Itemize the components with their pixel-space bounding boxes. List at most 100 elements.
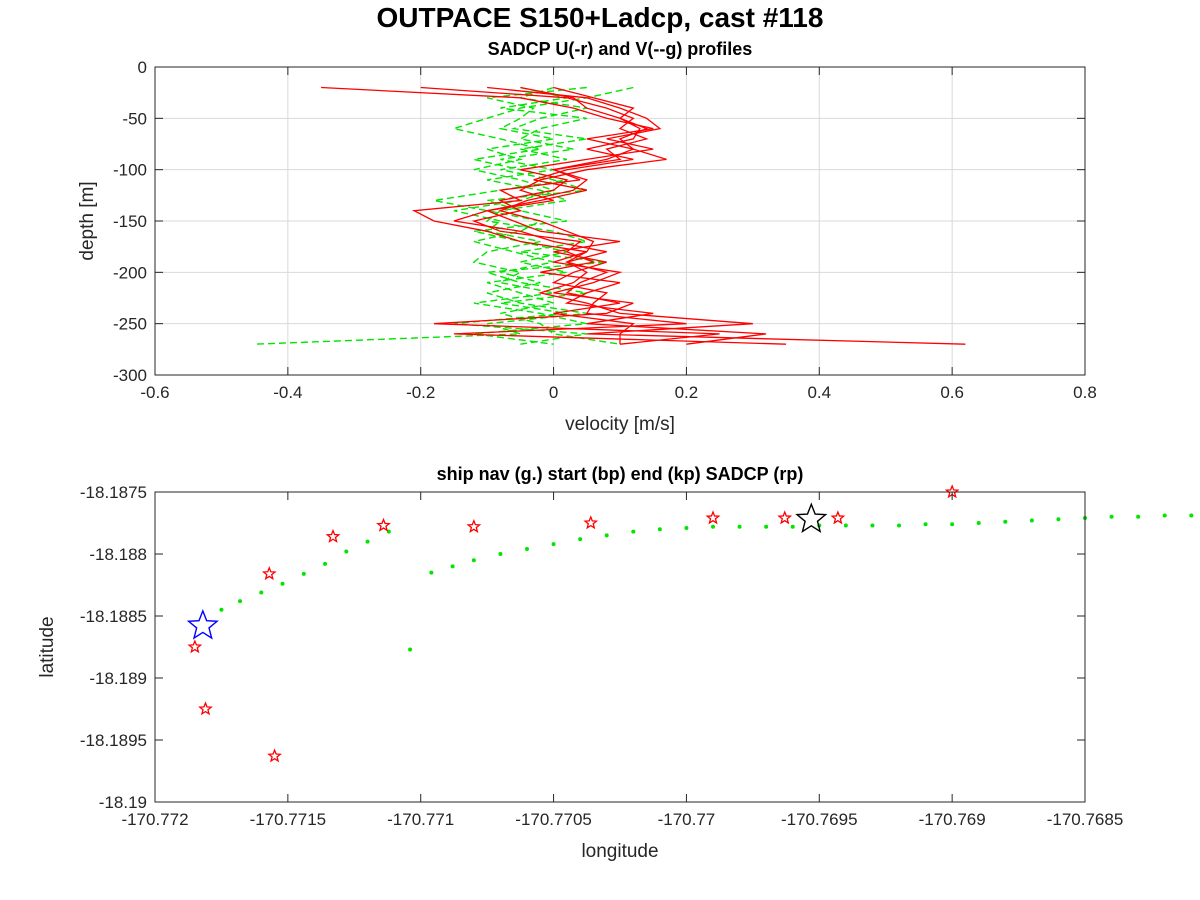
ship-nav-point — [551, 542, 556, 547]
ship-nav-point — [429, 570, 434, 575]
figure-title: OUTPACE S150+Ladcp, cast #118 — [376, 2, 824, 33]
ship-nav-ticks: -170.772 -170.7715 -170.771 -170.7705 -170.7… — [80, 483, 1123, 829]
sadcp-star-marker — [705, 510, 721, 525]
x-tick-label: 0.8 — [1073, 383, 1097, 402]
end-star-marker — [795, 502, 828, 533]
sadcp-star-marker — [325, 528, 341, 543]
x-tick-label: -170.7715 — [250, 810, 327, 829]
velocity-profile-axes: -0.6 -0.4 -0.2 0 0.2 0.4 0.6 0.8 -300 -250 -200 -15… — [77, 39, 1097, 435]
ship-nav-point — [578, 537, 583, 542]
ship-nav-point — [1189, 513, 1194, 518]
ship-nav-point — [365, 539, 370, 544]
x-tick-label: -170.77 — [658, 810, 716, 829]
ship-nav-point — [870, 523, 875, 528]
sadcp-star-marker — [376, 517, 391, 532]
ship-nav-subtitle: ship nav (g.) start (bp) end (kp) SADCP … — [437, 464, 804, 484]
x-tick-label: -170.7685 — [1047, 810, 1124, 829]
velocity-subtitle: SADCP U(-r) and V(--g) profiles — [488, 39, 753, 59]
ship-nav-point — [498, 552, 503, 556]
y-tick-label: -200 — [113, 263, 147, 282]
y-tick-label: -18.188 — [89, 545, 147, 564]
velocity-ticks: -0.6 -0.4 -0.2 0 0.2 0.4 0.6 0.8 -300 -250 -200 -15… — [113, 58, 1097, 402]
y-tick-label: -18.1895 — [80, 731, 147, 750]
x-tick-label: -170.7705 — [515, 810, 592, 829]
ship-nav-data — [186, 484, 1194, 763]
y-tick-label: -50 — [122, 109, 147, 128]
depth-ylabel: depth [m] — [77, 181, 98, 260]
ship-nav-point — [301, 571, 306, 576]
u-profile-line — [498, 86, 649, 345]
ship-nav-point — [323, 561, 328, 566]
ship-nav-point — [344, 549, 349, 554]
v-profile-line — [473, 86, 621, 345]
ship-nav-axes: -170.772 -170.7715 -170.771 -170.7705 -170.7… — [37, 464, 1194, 862]
x-tick-label: 0 — [549, 383, 558, 402]
y-tick-label: 0 — [138, 58, 147, 77]
sadcp-star-marker — [261, 566, 277, 581]
x-tick-label: -170.772 — [121, 810, 188, 829]
ship-nav-point — [764, 524, 769, 529]
ship-nav-point — [1003, 519, 1008, 524]
x-tick-label: -170.7695 — [781, 810, 858, 829]
velocity-profiles — [254, 86, 966, 345]
x-tick-label: -0.4 — [273, 383, 302, 402]
sadcp-star-marker — [830, 510, 846, 525]
ship-nav-point — [450, 564, 455, 569]
v-profile-line — [254, 86, 634, 345]
latitude-ylabel: latitude — [37, 616, 58, 677]
ship-nav-point — [684, 525, 689, 530]
y-tick-label: -100 — [113, 161, 147, 180]
x-tick-label: -170.769 — [919, 810, 986, 829]
ship-nav-point — [631, 529, 636, 534]
ship-nav-point — [976, 521, 981, 525]
ship-nav-point — [1029, 518, 1034, 523]
ship-nav-point — [923, 522, 928, 527]
x-tick-label: 0.2 — [675, 383, 699, 402]
ship-nav-axes-frame — [154, 491, 1086, 803]
u-profile-line — [471, 86, 767, 345]
sadcp-star-marker — [267, 748, 282, 763]
longitude-xlabel: longitude — [581, 841, 658, 862]
x-tick-label: 0.6 — [940, 383, 964, 402]
ship-nav-point — [386, 529, 391, 534]
ship-nav-point — [1109, 514, 1114, 519]
sadcp-star-marker — [777, 510, 793, 525]
sadcp-star-marker — [583, 515, 599, 530]
ship-nav-point — [1162, 513, 1167, 518]
u-profile-line — [321, 86, 966, 345]
ship-nav-point — [950, 522, 955, 527]
y-tick-label: -18.1875 — [80, 483, 147, 502]
ship-nav-point — [471, 558, 476, 563]
x-tick-label: 0.4 — [807, 383, 831, 402]
y-tick-label: -18.1885 — [80, 607, 147, 626]
y-tick-label: -150 — [113, 212, 147, 231]
ship-nav-point — [219, 607, 224, 612]
ship-nav-point — [280, 581, 285, 586]
ship-nav-point — [408, 647, 413, 652]
y-tick-label: -300 — [113, 366, 147, 385]
v-profile-line — [453, 86, 587, 345]
ship-nav-point — [604, 533, 609, 538]
x-tick-label: -170.771 — [387, 810, 454, 829]
ship-nav-point — [1136, 514, 1141, 519]
x-tick-label: -0.2 — [406, 383, 435, 402]
u-profile-line — [453, 86, 787, 345]
sadcp-star-marker — [466, 518, 482, 534]
ship-nav-point — [843, 523, 848, 528]
ship-nav-point — [238, 599, 243, 604]
ship-nav-point — [711, 524, 715, 529]
ship-nav-point — [790, 524, 795, 529]
y-tick-label: -18.19 — [99, 793, 147, 812]
ship-nav-point — [897, 523, 901, 528]
ship-nav-point — [259, 590, 264, 595]
x-tick-label: -0.6 — [140, 383, 169, 402]
u-profile-line — [411, 86, 720, 345]
y-tick-label: -250 — [113, 315, 147, 334]
ship-nav-point — [1056, 517, 1061, 522]
ship-nav-point — [737, 524, 742, 529]
start-star-marker — [186, 609, 219, 640]
ship-nav-point — [525, 547, 529, 552]
velocity-xlabel: velocity [m/s] — [565, 414, 675, 435]
ship-nav-point — [657, 527, 662, 532]
